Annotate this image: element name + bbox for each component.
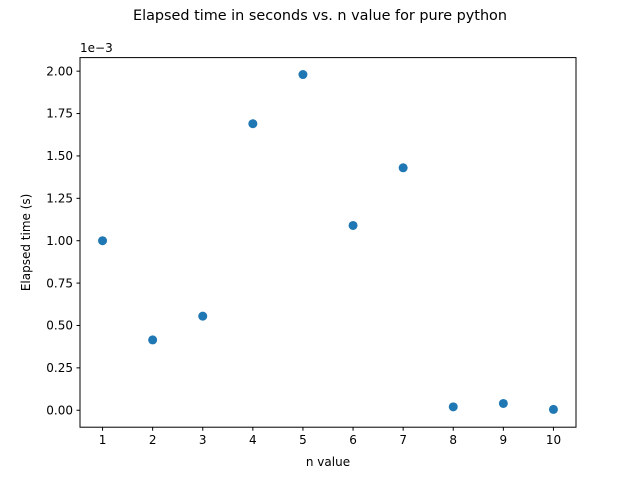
- y-tick-label: 1.50: [46, 149, 73, 163]
- x-axis-label: n value: [306, 455, 350, 469]
- data-point: [248, 119, 258, 129]
- data-point: [148, 335, 158, 345]
- data-points: [98, 70, 558, 414]
- axes-frame: [79, 57, 577, 428]
- y-tick-label: 1.00: [46, 234, 73, 248]
- x-tick-label: 5: [299, 433, 307, 447]
- x-axis-ticks: 1 2 3 4 5 6 7 8 9 10: [99, 427, 561, 447]
- y-tick-label: 2.00: [46, 64, 73, 78]
- y-tick-label: 0.50: [46, 319, 73, 333]
- plot-area: [79, 57, 577, 428]
- data-point: [448, 402, 458, 412]
- x-tick-label: 4: [249, 433, 257, 447]
- x-tick-label: 10: [546, 433, 561, 447]
- chart-title: Elapsed time in seconds vs. n value for …: [133, 8, 507, 24]
- x-tick-label: 6: [349, 433, 357, 447]
- x-tick-label: 7: [399, 433, 407, 447]
- x-tick-label: 9: [500, 433, 508, 447]
- data-point: [548, 404, 558, 414]
- y-tick-label: 0.00: [46, 403, 73, 417]
- y-tick-label: 1.25: [46, 192, 73, 206]
- x-tick-label: 2: [149, 433, 157, 447]
- y-tick-label: 0.75: [46, 276, 73, 290]
- y-axis-label: Elapsed time (s): [19, 194, 33, 292]
- y-axis-ticks: 0.00 0.25 0.50 0.75 1.00 1.25 1.50 1.75 2.00: [46, 64, 80, 417]
- x-tick-label: 8: [449, 433, 457, 447]
- data-point: [298, 70, 308, 80]
- y-offset-label: 1e−3: [80, 41, 113, 55]
- data-point: [98, 236, 108, 246]
- data-point: [398, 163, 408, 173]
- data-point: [348, 220, 358, 230]
- y-tick-label: 1.75: [46, 107, 73, 121]
- x-tick-label: 3: [199, 433, 207, 447]
- x-tick-label: 1: [99, 433, 107, 447]
- data-point: [498, 398, 508, 408]
- y-tick-label: 0.25: [46, 361, 73, 375]
- data-point: [198, 311, 208, 321]
